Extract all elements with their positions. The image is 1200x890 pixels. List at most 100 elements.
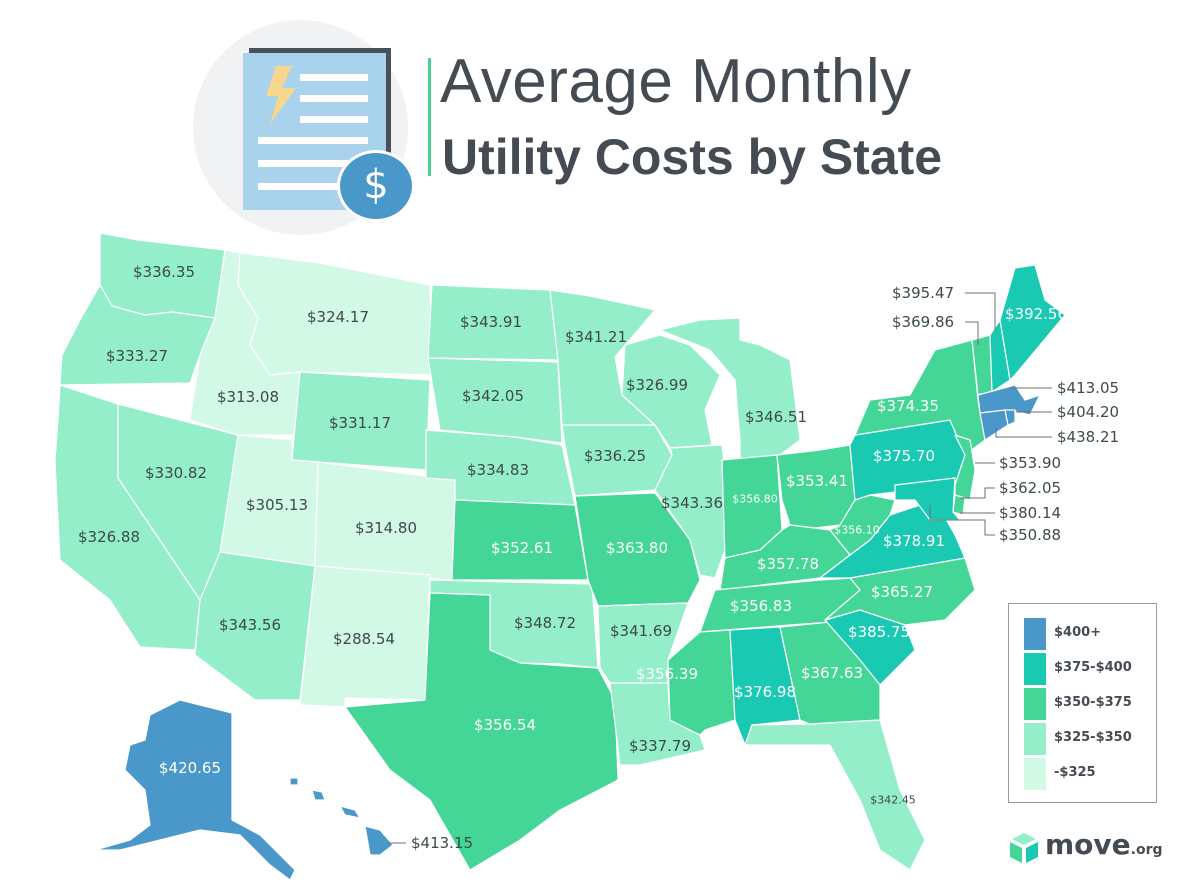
state-hi xyxy=(364,825,394,856)
logo-suffix: .org xyxy=(1130,842,1163,858)
label-nv: $330.82 xyxy=(144,464,208,482)
bill-line xyxy=(300,74,368,81)
bill-line xyxy=(258,183,338,190)
state-mi xyxy=(659,317,801,461)
label-co: $314.80 xyxy=(354,519,418,537)
label-ok: $348.72 xyxy=(513,614,577,632)
label-ne: $334.83 xyxy=(466,461,530,479)
label-ut: $305.13 xyxy=(245,496,309,514)
label-oh: $353.41 xyxy=(785,472,849,490)
state-tx xyxy=(344,592,619,871)
state-nc xyxy=(824,557,976,626)
label-me: $392.56 xyxy=(1004,305,1068,323)
legend-swatch xyxy=(1024,618,1046,650)
dollar-coin-icon: $ xyxy=(337,150,415,222)
label-ma: $413.05 xyxy=(1057,379,1120,397)
title-accent-bar xyxy=(428,58,431,176)
legend-label: $350-$375 xyxy=(1054,695,1132,710)
legend-item-under-325: -$325 xyxy=(1024,758,1149,792)
label-hi: $413.15 xyxy=(411,834,474,852)
label-mo: $363.80 xyxy=(605,539,669,557)
label-il: $343.36 xyxy=(660,494,724,512)
bill-line xyxy=(300,95,368,102)
label-ga: $367.63 xyxy=(800,664,864,682)
label-sd: $342.05 xyxy=(461,387,525,405)
label-la: $337.79 xyxy=(628,737,692,755)
bill-line xyxy=(300,116,368,123)
legend-item-400-plus: $400+ xyxy=(1024,618,1149,652)
label-pa: $375.70 xyxy=(872,447,936,465)
label-mn: $341.21 xyxy=(564,328,628,346)
label-vt: $369.86 xyxy=(892,313,955,331)
page-title-line1: Average Monthly xyxy=(440,47,912,116)
label-ct: $438.21 xyxy=(1057,428,1120,446)
legend-item-350-375: $350-$375 xyxy=(1024,688,1149,722)
label-tx: $356.54 xyxy=(473,716,537,734)
map-legend: $400+ $375-$400 $350-$375 $325-$350 -$32… xyxy=(1008,603,1157,803)
label-wy: $331.17 xyxy=(328,414,392,432)
label-de: $362.05 xyxy=(999,479,1062,497)
move-org-logo: move.org xyxy=(1045,828,1163,861)
label-ks: $352.61 xyxy=(490,539,554,557)
label-nc: $365.27 xyxy=(870,583,934,601)
state-ak xyxy=(94,699,296,881)
legend-label: $375-$400 xyxy=(1054,660,1132,675)
label-nh: $395.47 xyxy=(892,284,955,302)
legend-label: $400+ xyxy=(1054,625,1102,640)
label-va: $378.91 xyxy=(882,532,946,550)
state-fl xyxy=(744,719,926,871)
label-ri: $404.20 xyxy=(1057,403,1120,421)
lightning-bolt-icon xyxy=(266,66,296,124)
legend-swatch xyxy=(1024,653,1046,685)
label-al: $376.98 xyxy=(733,683,797,701)
label-dc: $350.88 xyxy=(999,526,1062,544)
label-ca: $326.88 xyxy=(77,528,141,546)
label-ar: $341.69 xyxy=(609,622,673,640)
label-ia: $336.25 xyxy=(583,447,647,465)
state-sd xyxy=(427,357,563,444)
label-ny: $374.35 xyxy=(876,397,940,415)
label-ms: $356.39 xyxy=(635,665,699,683)
legend-item-375-400: $375-$400 xyxy=(1024,653,1149,687)
state-ri xyxy=(1004,409,1016,426)
label-az: $343.56 xyxy=(218,616,282,634)
label-in: $356.80 xyxy=(732,492,778,506)
legend-swatch xyxy=(1024,723,1046,755)
label-nd: $343.91 xyxy=(459,313,523,331)
label-wa: $336.35 xyxy=(132,263,196,281)
label-wi: $326.99 xyxy=(625,376,689,394)
state-hi-island xyxy=(311,789,326,801)
label-nj: $353.90 xyxy=(999,454,1062,472)
label-mt: $324.17 xyxy=(306,308,370,326)
state-me xyxy=(999,264,1066,381)
state-la xyxy=(609,682,706,766)
page-title-line2: Utility Costs by State xyxy=(442,129,943,185)
state-hi-island xyxy=(289,777,299,786)
state-wi xyxy=(621,334,721,449)
label-tn: $356.83 xyxy=(729,597,793,615)
legend-label: -$325 xyxy=(1054,765,1096,780)
label-nm: $288.54 xyxy=(332,630,396,648)
logo-name: move xyxy=(1045,828,1131,861)
state-nm xyxy=(299,565,431,708)
move-box-logo-icon xyxy=(1010,833,1038,863)
label-mi: $346.51 xyxy=(744,408,808,426)
state-ct xyxy=(979,409,1009,441)
label-wv: $356.10 xyxy=(834,523,880,537)
label-or: $333.27 xyxy=(105,347,169,365)
state-hi-island xyxy=(339,805,361,819)
label-ky: $357.78 xyxy=(756,555,820,573)
label-md: $380.14 xyxy=(999,504,1062,522)
label-id: $313.08 xyxy=(216,388,280,406)
state-mt xyxy=(237,252,433,376)
legend-label: $325-$350 xyxy=(1054,730,1132,745)
legend-swatch xyxy=(1024,758,1046,790)
label-sc: $385.75 xyxy=(847,623,911,641)
bill-line xyxy=(258,137,368,144)
label-fl: $342.45 xyxy=(870,793,916,807)
legend-item-325-350: $325-$350 xyxy=(1024,723,1149,757)
bill-line xyxy=(258,160,348,167)
legend-swatch xyxy=(1024,688,1046,720)
state-mo xyxy=(574,492,701,607)
